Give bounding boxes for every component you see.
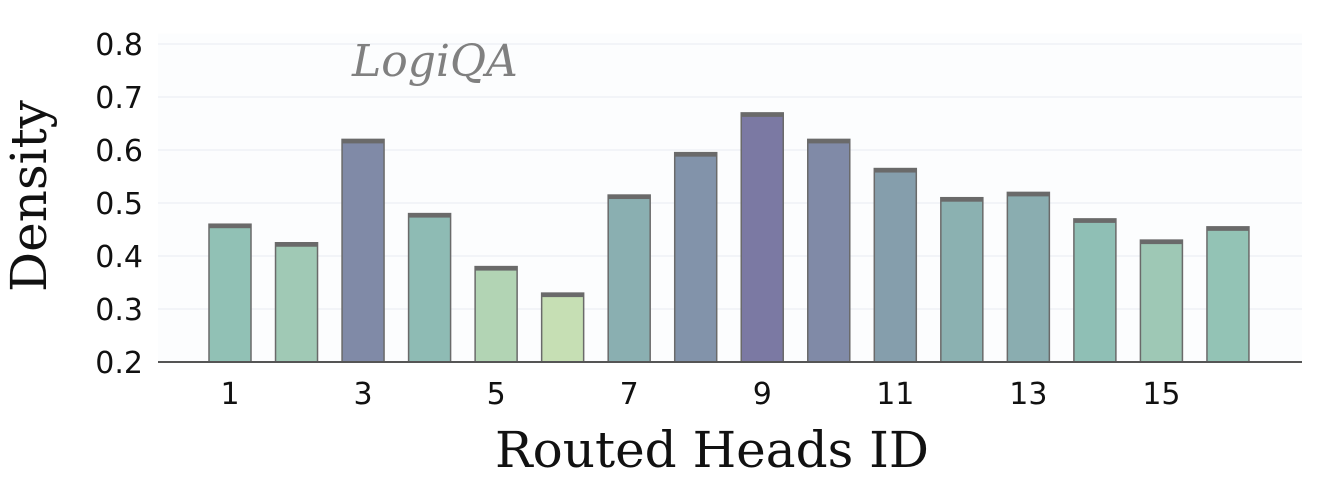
y-axis-title: Density: [0, 99, 58, 292]
bar-cap: [608, 195, 651, 200]
x-tick-label: 11: [876, 377, 914, 412]
x-tick-label: 5: [487, 377, 506, 412]
bar-cap: [1140, 240, 1183, 245]
bar-12: [940, 196, 984, 363]
bar-cap: [741, 112, 784, 117]
bar-10: [807, 138, 851, 363]
y-tick-label: 0.4: [95, 240, 143, 275]
bar-cap: [275, 242, 318, 247]
bar-fill: [341, 138, 385, 363]
bar-fill: [873, 167, 918, 363]
bar-3: [341, 138, 385, 363]
chart-title: LogiQA: [351, 36, 518, 87]
x-tick-label: 15: [1142, 377, 1180, 412]
bars: [208, 112, 1250, 363]
y-tick-label: 0.7: [95, 81, 143, 116]
y-tick-label: 0.3: [95, 293, 143, 328]
y-tick-labels: 0.2 0.3 0.4 0.5 0.6 0.7 0.8: [95, 28, 143, 381]
bar-cap: [874, 168, 917, 173]
bar-fill: [540, 292, 585, 363]
bar-14: [1073, 218, 1117, 363]
bar-fill: [474, 265, 518, 363]
bar-fill: [673, 151, 718, 363]
bar-cap: [342, 139, 385, 144]
plot-background: [158, 33, 1302, 363]
bar-cap: [209, 224, 251, 229]
bar-cap: [940, 197, 983, 202]
y-tick-label: 0.5: [95, 187, 143, 222]
bar-fill: [1139, 239, 1184, 363]
bar-fill: [208, 223, 252, 363]
bar-15: [1139, 239, 1184, 363]
bar-fill: [940, 196, 984, 363]
bar-7: [607, 194, 651, 363]
bar-cap: [1007, 192, 1050, 197]
plot-area: [158, 33, 1302, 363]
bar-fill: [607, 194, 651, 363]
bar-16: [1206, 226, 1250, 363]
bar-13: [1006, 191, 1051, 363]
x-tick-label: 9: [753, 377, 772, 412]
bar-9: [740, 112, 784, 363]
bar-1: [208, 223, 252, 363]
bar-fill: [1073, 218, 1117, 363]
x-tick-label: 3: [354, 377, 373, 412]
bar-cap: [807, 139, 850, 144]
bar-8: [673, 151, 718, 363]
x-tick-label: 7: [620, 377, 639, 412]
x-tick-labels: 1 3 5 7 9 11 13 15: [220, 377, 1180, 412]
bar-fill: [407, 212, 452, 363]
bar-fill: [1206, 226, 1250, 363]
bar-fill: [807, 138, 851, 363]
y-tick-label: 0.8: [95, 28, 143, 63]
bar-cap: [541, 293, 584, 298]
bar-6: [540, 292, 585, 363]
bar-cap: [1073, 218, 1116, 223]
bar-cap: [475, 266, 518, 271]
bar-11: [873, 167, 918, 363]
bar-cap: [674, 152, 717, 157]
x-tick-label: 13: [1009, 377, 1047, 412]
bar-4: [407, 212, 452, 363]
x-axis-title: Routed Heads ID: [495, 421, 929, 479]
bar-cap: [1206, 226, 1249, 231]
bar-fill: [740, 112, 784, 363]
bar-fill: [274, 242, 319, 363]
y-tick-label: 0.6: [95, 134, 143, 169]
x-tick-label: 1: [220, 377, 239, 412]
bar-cap: [408, 213, 451, 218]
bar-5: [474, 265, 518, 363]
bar-2: [274, 242, 319, 363]
y-tick-label: 0.2: [95, 346, 143, 381]
bar-fill: [1006, 191, 1051, 363]
